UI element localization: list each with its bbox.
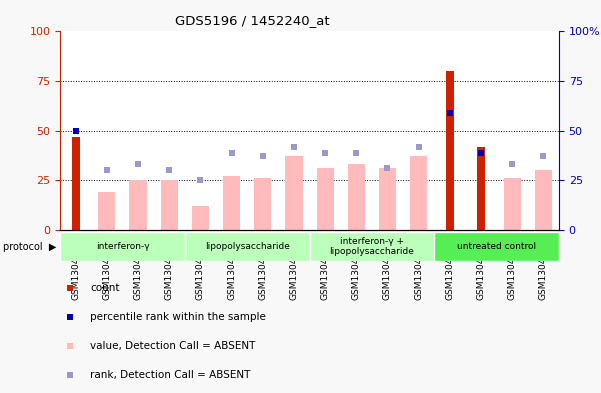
Text: value, Detection Call = ABSENT: value, Detection Call = ABSENT <box>90 341 255 351</box>
Bar <box>446 71 454 230</box>
Text: rank, Detection Call = ABSENT: rank, Detection Call = ABSENT <box>90 369 251 380</box>
Bar <box>477 147 485 230</box>
Text: count: count <box>90 283 120 293</box>
Bar <box>129 180 147 230</box>
Bar <box>254 178 271 230</box>
Bar <box>379 168 396 230</box>
Bar <box>72 137 79 230</box>
Text: GDS5196 / 1452240_at: GDS5196 / 1452240_at <box>175 14 330 27</box>
Bar <box>410 156 427 230</box>
Text: lipopolysaccharide: lipopolysaccharide <box>205 242 290 251</box>
Text: protocol  ▶: protocol ▶ <box>3 242 56 252</box>
Bar <box>223 176 240 230</box>
Text: interferon-γ: interferon-γ <box>96 242 149 251</box>
Bar <box>310 232 434 261</box>
Bar <box>192 206 209 230</box>
Bar <box>60 232 185 261</box>
Bar <box>434 232 559 261</box>
Bar <box>99 192 115 230</box>
Text: percentile rank within the sample: percentile rank within the sample <box>90 312 266 321</box>
Bar <box>185 232 310 261</box>
Bar <box>317 168 334 230</box>
Bar <box>160 180 178 230</box>
Bar <box>285 156 302 230</box>
Text: interferon-γ +
lipopolysaccharide: interferon-γ + lipopolysaccharide <box>329 237 414 256</box>
Text: untreated control: untreated control <box>457 242 536 251</box>
Bar <box>535 171 552 230</box>
Bar <box>348 164 365 230</box>
Bar <box>504 178 520 230</box>
